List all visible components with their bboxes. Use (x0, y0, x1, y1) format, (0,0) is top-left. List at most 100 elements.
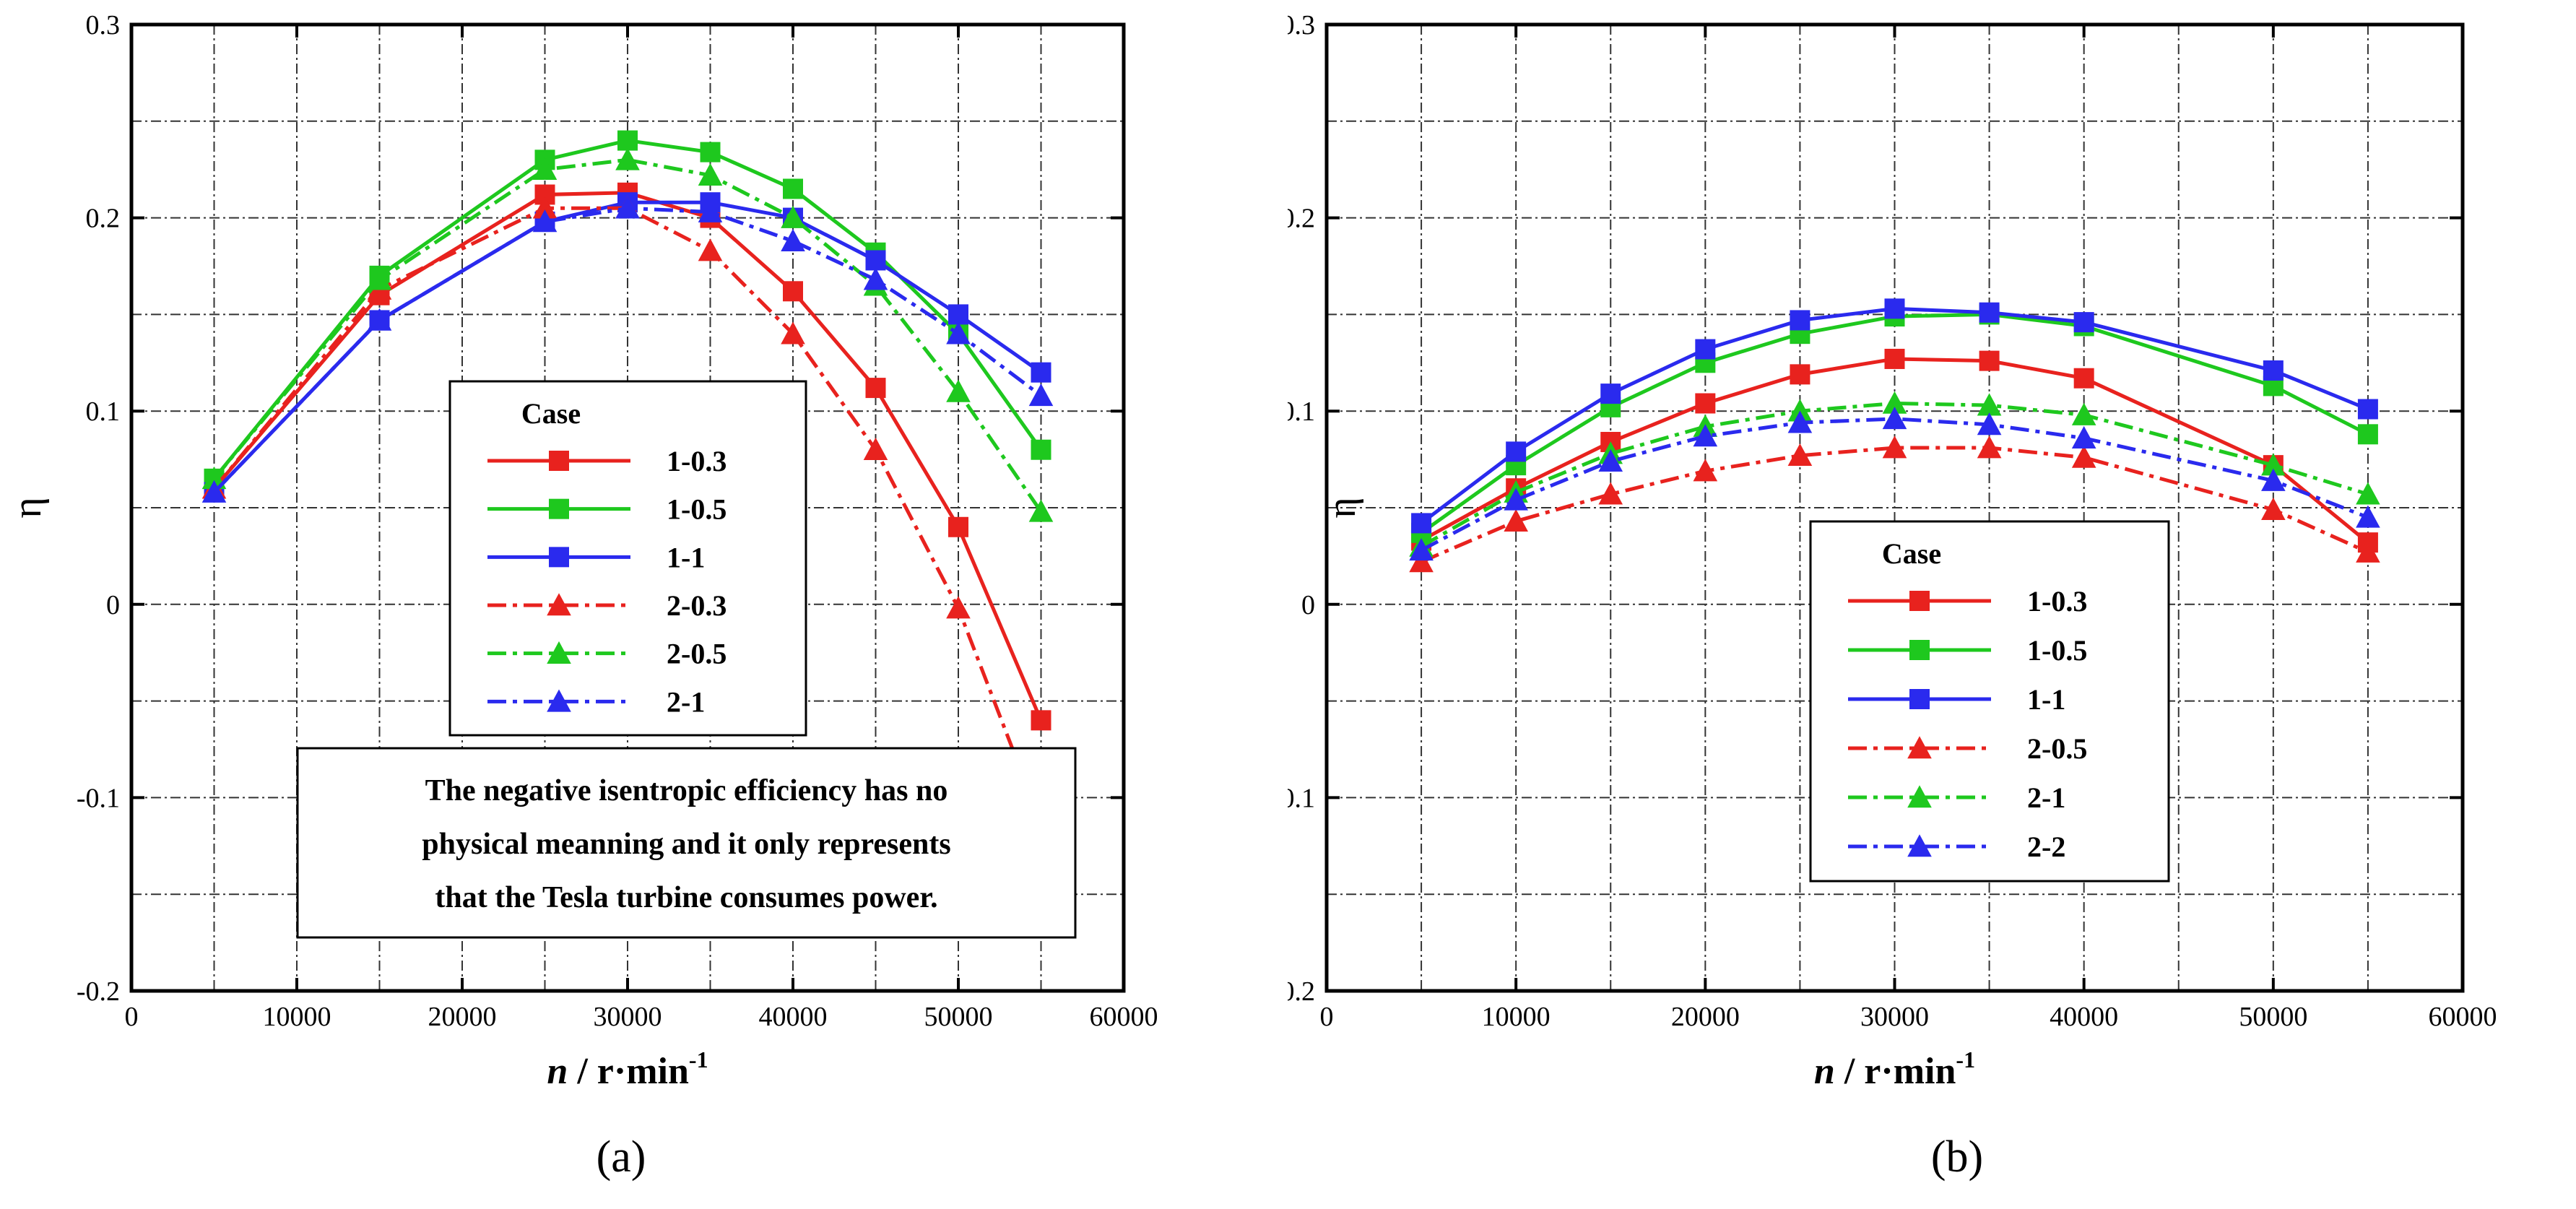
data-point-2-2 (2261, 468, 2286, 491)
legend-marker-1-1 (549, 547, 569, 568)
plot-frame-a (129, 22, 1126, 993)
x-tick-label: 40000 (2050, 1002, 2118, 1032)
y-axis-label-b: η (1319, 497, 1364, 518)
annotation-text-line: The negative isentropic efficiency has n… (425, 774, 948, 807)
data-point-2-0.5 (1977, 436, 2002, 459)
data-point-2-2 (1787, 410, 1813, 433)
legend-b: Case 1-0.3 1-0.5 1-1 2-0.5 2-1 2-2 (1809, 520, 2170, 883)
data-point-1-1 (865, 250, 886, 271)
series-line-2-0.5 (1421, 446, 2369, 564)
data-point-1-1 (1695, 339, 1716, 360)
data-point-2-1 (946, 321, 971, 344)
data-point-1-0.3 (948, 516, 968, 537)
data-point-2-2 (1693, 424, 1718, 447)
data-point-1-1 (1506, 441, 1527, 462)
data-point-2-0.5 (1409, 550, 1434, 573)
y-tick-label: -0.1 (1288, 783, 1315, 813)
legend-label-1-0.3: 1-0.3 (2027, 585, 2087, 618)
data-point-2-1 (1787, 399, 1813, 422)
legend-marker-1-0.3 (549, 451, 569, 471)
legend-label-1-0.3: 1-0.3 (667, 445, 727, 477)
data-point-1-0.3 (1790, 364, 1810, 385)
x-tick-label: 0 (1320, 1002, 1334, 1032)
x-tick-label: 20000 (428, 1002, 497, 1032)
data-point-2-0.3 (863, 437, 888, 460)
y-tick-label: 0.2 (1288, 204, 1315, 234)
legend-label-2-1: 2-1 (667, 685, 705, 718)
data-point-1-0.3 (865, 378, 886, 399)
data-point-1-0.5 (617, 130, 638, 151)
chart-panel-b: 0 10000 20000 30000 40000 50000 60000 -0.2 -0.1 0… (1288, 10, 2497, 1182)
data-point-1-1 (948, 304, 968, 325)
data-point-2-2 (1504, 488, 1528, 511)
series-line-1-0.3 (1420, 357, 2369, 545)
data-point-1-1 (2073, 312, 2094, 333)
data-point-1-1 (1790, 310, 1810, 331)
y-tick-label: 0 (1301, 590, 1315, 620)
data-point-2-2 (1977, 412, 2002, 436)
data-point-2-0.5 (1693, 459, 1718, 482)
data-point-2-0.5 (1028, 499, 1054, 522)
legend-label-2-1: 2-1 (2027, 781, 2065, 814)
legend-label-1-0.5: 1-0.5 (2027, 634, 2087, 667)
legend-marker-2-1 (547, 689, 571, 712)
series-line-1-0.5 (1420, 312, 2369, 534)
annotation-text-line: that the Tesla turbine consumes power. (435, 881, 937, 914)
y-tick-label: 0.3 (1288, 10, 1315, 40)
series-1-1 (1411, 298, 2378, 534)
x-tick-label: 40000 (759, 1002, 828, 1032)
legend-title: Case (1882, 537, 1941, 570)
data-point-2-0.3 (781, 321, 805, 344)
series-line-2-2 (1420, 417, 2369, 552)
legend-label-2-0.3: 2-0.3 (667, 589, 727, 622)
data-point-1-1 (1979, 302, 2000, 323)
data-point-1-1 (1884, 298, 1905, 319)
data-point-2-2 (2356, 505, 2380, 528)
data-point-2-0.5 (1598, 482, 1623, 505)
data-point-2-0.5 (698, 162, 723, 186)
series-line-2-1 (212, 206, 1042, 494)
annotation-a: The negative isentropic efficiency has n… (296, 747, 1077, 939)
data-point-2-0.5 (1787, 443, 1813, 467)
legend-label-1-1: 1-1 (667, 541, 705, 573)
data-point-2-2 (1882, 407, 1907, 430)
annotation-text-line: physical meanning and it only represents (422, 828, 950, 861)
data-point-2-1 (201, 480, 227, 503)
data-point-2-0.5 (946, 379, 971, 402)
legend-label-2-0.5: 2-0.5 (2027, 732, 2087, 765)
y-tick-label: 0 (106, 590, 120, 620)
data-point-2-1 (532, 209, 558, 233)
data-point-2-0.5 (1882, 436, 1907, 459)
data-point-2-1 (2071, 402, 2096, 425)
series-line-2-1 (1420, 401, 2369, 548)
legend-marker-1-0.3 (1909, 591, 1930, 611)
data-point-1-0.3 (783, 281, 803, 302)
data-point-2-1 (698, 199, 723, 222)
data-point-1-0.5 (2357, 424, 2378, 445)
y-tick-label: 0.1 (1288, 396, 1315, 427)
series-2-0.5 (1409, 436, 2380, 573)
data-point-2-0.5 (1504, 508, 1528, 532)
legend-label-1-1: 1-1 (2027, 683, 2065, 716)
legend-marker-1-0.5 (1909, 640, 1930, 660)
y-axis-label-a: η (5, 497, 50, 518)
data-point-2-0.5 (2071, 445, 2096, 468)
legend-marker-2-0.5 (547, 641, 571, 664)
data-point-2-2 (1598, 448, 1623, 472)
data-point-1-0.5 (700, 142, 721, 162)
data-point-2-1 (615, 196, 640, 219)
series-2-2 (1409, 407, 2380, 561)
chart-panel-a: 0 10000 20000 30000 40000 50000 60000 -0.2 -0.1 0… (5, 10, 1158, 1182)
data-point-2-0.3 (532, 196, 558, 219)
plot-frame-b (1324, 22, 2465, 993)
x-tick-label: 50000 (924, 1002, 993, 1032)
legend-label-2-0.5: 2-0.5 (667, 638, 727, 670)
data-point-2-0.5 (615, 147, 640, 170)
data-point-2-2 (1409, 538, 1434, 561)
x-tick-label: 60000 (1090, 1002, 1158, 1032)
data-point-2-0.5 (367, 267, 392, 290)
data-point-2-1 (2261, 453, 2286, 476)
legend-marker-2-0.5 (1907, 736, 1932, 759)
data-point-2-0.3 (698, 238, 723, 261)
data-point-1-1 (1600, 384, 1621, 404)
